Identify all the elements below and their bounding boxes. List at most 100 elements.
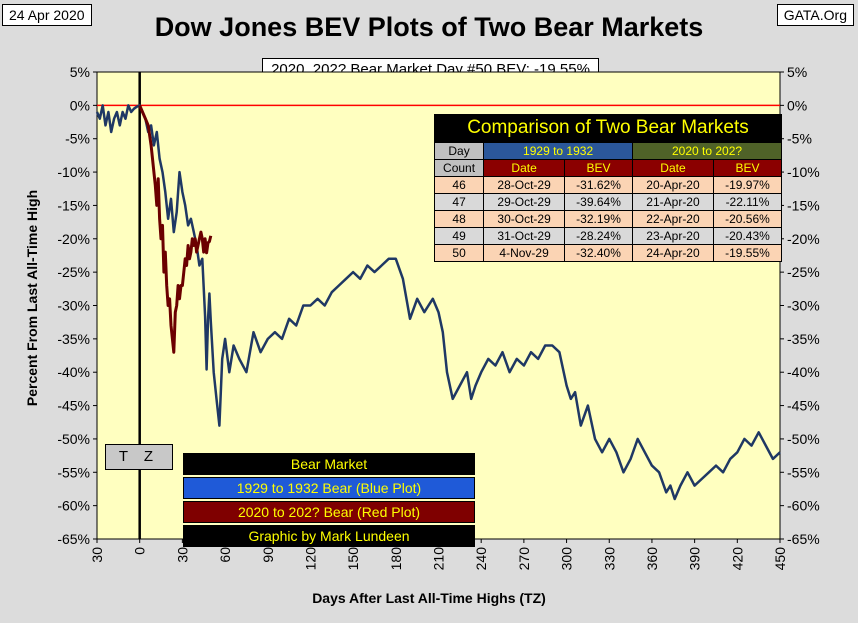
chart-title: Dow Jones BEV Plots of Two Bear Markets [154, 12, 704, 42]
y-tick-label-right: -20% [787, 231, 820, 247]
x-tick-label: 120 [302, 547, 318, 571]
x-tick-label: 30 [174, 547, 190, 563]
y-tick-label-right: -35% [787, 331, 820, 347]
x-tick-label: 360 [644, 547, 660, 571]
table-cell-d2: 24-Apr-20 [632, 244, 714, 262]
y-tick-label-right: -10% [787, 164, 820, 180]
table-row: 48 30-Oct-29 -32.19% 22-Apr-20 -20.56% [433, 210, 783, 228]
tz-marker: T Z [105, 444, 173, 470]
legend-entry-2020: 2020 to 202? Bear (Red Plot) [183, 501, 475, 523]
table-cell-b2: -19.97% [712, 176, 783, 194]
table-cell-d1: 28-Oct-29 [483, 176, 566, 194]
table-cell-d2: 21-Apr-20 [632, 193, 714, 211]
legend-title: Bear Market [183, 453, 475, 475]
x-tick-label: 0 [132, 547, 148, 555]
y-tick-label-right: -30% [787, 298, 820, 314]
y-tick-label: -40% [57, 364, 90, 380]
y-tick-label-right: -65% [787, 531, 820, 547]
table-cell-day: 49 [433, 227, 485, 245]
table-cell-b2: -19.55% [712, 244, 783, 262]
table-row: 50 4-Nov-29 -32.40% 24-Apr-20 -19.55% [433, 244, 783, 262]
x-tick-label: 60 [217, 547, 233, 563]
y-tick-label: -35% [57, 331, 90, 347]
table-cell-d2: 20-Apr-20 [632, 176, 714, 194]
x-tick-label: 30 [89, 547, 105, 563]
table-cell-day: 46 [433, 176, 485, 194]
header-group-2020: 2020 to 202? [632, 142, 782, 160]
table-cell-b1: -28.24% [564, 227, 634, 245]
y-tick-label-right: -5% [787, 131, 812, 147]
x-tick-label: 450 [772, 547, 788, 571]
table-cell-b1: -31.62% [564, 176, 634, 194]
table-cell-day: 47 [433, 193, 485, 211]
header-bev-2020: BEV [712, 159, 783, 177]
x-tick-label: 300 [559, 547, 575, 571]
table-cell-b1: -32.40% [564, 244, 634, 262]
series-line-1929 [95, 104, 781, 501]
x-tick-label: 150 [345, 547, 361, 571]
comparison-table-title: Comparison of Two Bear Markets [467, 117, 749, 138]
table-row: 46 28-Oct-29 -31.62% 20-Apr-20 -19.97% [433, 176, 783, 194]
legend: Bear Market 1929 to 1932 Bear (Blue Plot… [183, 451, 475, 547]
y-tick-label-right: -55% [787, 464, 820, 480]
header-count: Count [433, 159, 485, 177]
date-label: 24 Apr 2020 [2, 4, 92, 26]
x-tick-label: 210 [431, 547, 447, 571]
y-tick-label: 0% [70, 97, 90, 113]
y-tick-label: 5% [70, 64, 90, 80]
comparison-table: Comparison of Two Bear Markets Day 1929 … [433, 114, 783, 262]
legend-entry-1929: 1929 to 1932 Bear (Blue Plot) [183, 477, 475, 499]
y-axis-label: Percent From Last All-Time High [24, 189, 40, 407]
series-line-2020 [138, 104, 213, 354]
y-tick-label: -15% [57, 197, 90, 213]
x-tick-label: 330 [601, 547, 617, 571]
y-tick-label-right: -45% [787, 398, 820, 414]
x-tick-label: 180 [388, 547, 404, 571]
y-tick-label: -20% [57, 231, 90, 247]
y-tick-label-right: -40% [787, 364, 820, 380]
table-cell-d2: 23-Apr-20 [632, 227, 714, 245]
table-row: 49 31-Oct-29 -28.24% 23-Apr-20 -20.43% [433, 227, 783, 245]
x-tick-label: 390 [687, 547, 703, 571]
table-cell-d1: 31-Oct-29 [483, 227, 566, 245]
table-cell-d1: 4-Nov-29 [483, 244, 566, 262]
table-cell-d1: 30-Oct-29 [483, 210, 566, 228]
table-cell-d1: 29-Oct-29 [483, 193, 566, 211]
y-tick-label-right: 5% [787, 64, 807, 80]
x-tick-label: 240 [473, 547, 489, 571]
y-tick-label-right: -25% [787, 264, 820, 280]
y-tick-label: -5% [65, 131, 90, 147]
legend-credit: Graphic by Mark Lundeen [183, 525, 475, 547]
y-tick-label: -50% [57, 431, 90, 447]
y-tick-label: -10% [57, 164, 90, 180]
y-tick-label: -60% [57, 498, 90, 514]
y-tick-label-right: -60% [787, 498, 820, 514]
x-tick-label: 270 [516, 547, 532, 571]
y-tick-label: -55% [57, 464, 90, 480]
table-cell-day: 50 [433, 244, 485, 262]
y-tick-label-right: -50% [787, 431, 820, 447]
table-row: 47 29-Oct-29 -39.64% 21-Apr-20 -22.11% [433, 193, 783, 211]
table-cell-b2: -20.56% [712, 210, 783, 228]
header-date-2020: Date [632, 159, 714, 177]
y-tick-label: -25% [57, 264, 90, 280]
x-axis-label: Days After Last All-Time Highs (TZ) [312, 590, 546, 606]
y-tick-label-right: -15% [787, 197, 820, 213]
x-tick-label: 90 [260, 547, 276, 563]
table-cell-day: 48 [433, 210, 485, 228]
y-tick-label: -30% [57, 298, 90, 314]
x-tick-label: 420 [729, 547, 745, 571]
header-bev-1929: BEV [564, 159, 634, 177]
y-tick-label-right: 0% [787, 97, 807, 113]
y-tick-label: -65% [57, 531, 90, 547]
source-label: GATA.Org [776, 4, 854, 26]
table-cell-b2: -20.43% [712, 227, 783, 245]
header-group-1929: 1929 to 1932 [483, 142, 634, 160]
table-cell-d2: 22-Apr-20 [632, 210, 714, 228]
table-cell-b2: -22.11% [712, 193, 783, 211]
y-tick-label: -45% [57, 398, 90, 414]
header-date-1929: Date [483, 159, 566, 177]
table-cell-b1: -39.64% [564, 193, 634, 211]
table-cell-b1: -32.19% [564, 210, 634, 228]
header-day: Day [433, 142, 485, 160]
